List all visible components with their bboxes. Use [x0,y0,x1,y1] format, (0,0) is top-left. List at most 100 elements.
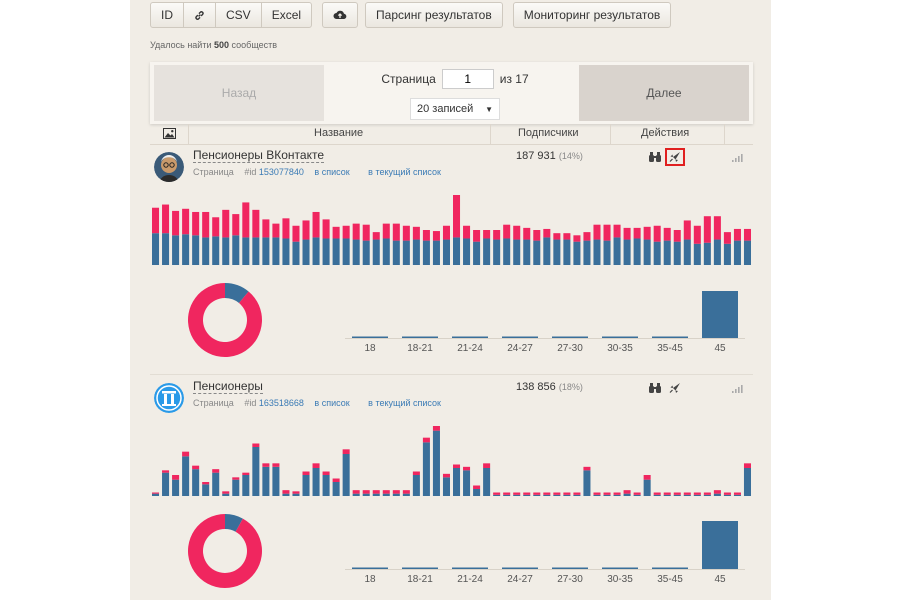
activity-bar-male [603,240,611,265]
activity-bar-male [322,238,330,265]
activity-bar-female [493,492,501,495]
age-bar [602,336,638,338]
activity-bar-male [593,239,601,265]
column-name-header[interactable]: Название [314,127,364,139]
activity-bar-male [503,238,511,265]
activity-bar-male [212,472,220,496]
column-subscribers-header[interactable]: Подписчики [518,127,579,139]
activity-bar-female [603,492,611,495]
page-total: из 17 [499,72,529,86]
age-bar [352,567,388,569]
activity-bar-female [633,492,641,495]
activity-bar-female [182,208,190,235]
per-page-select[interactable]: 20 записей ▼ [410,98,500,120]
activity-bar-male [523,494,531,496]
activity-bar-male [453,237,461,265]
age-tick-label: 30-35 [607,574,633,585]
activity-bar-male [473,241,481,265]
activity-bar-male [282,493,290,496]
next-page-button[interactable]: Далее [579,65,749,121]
age-bar [402,567,438,569]
copy-link-button[interactable] [183,2,216,28]
monitoring-results-button[interactable]: Мониторинг результатов [512,2,672,28]
add-to-current-list-link[interactable]: в текущий список [368,398,441,408]
table-header: Название Подписчики Действия [150,124,753,145]
age-tick-label: 45 [714,343,726,354]
activity-bar-male [442,239,450,265]
activity-bar-female [362,224,370,241]
caret-down-icon: ▼ [485,104,493,114]
activity-bar-male [723,494,731,496]
activity-bar-male [412,239,420,265]
found-prefix: Удалось найти [150,40,212,50]
parsing-results-button[interactable]: Парсинг результатов [365,2,503,28]
group-row: Пенсионеры Страница #id 163518668 в спис… [150,379,753,594]
activity-bar-female [342,449,350,454]
group-id-link[interactable]: 163518668 [258,398,304,408]
cloud-upload-button[interactable] [322,2,359,28]
activity-bar-male [422,442,430,496]
group-title[interactable]: Пенсионеры [193,379,263,394]
rocket-icon[interactable] [668,382,682,394]
group-id-link[interactable]: 153077840 [258,167,304,177]
activity-bar-male [172,479,180,496]
activity-bar-female [232,214,240,236]
activity-bar-female [262,219,270,238]
activity-bar-chart [152,195,751,265]
activity-bar-female [322,219,330,239]
activity-bar-male [242,237,250,265]
activity-bar-male [523,239,531,265]
activity-bar-male [503,494,511,496]
activity-bar-female [382,223,390,239]
activity-bar-female [483,463,491,468]
age-bar [702,521,738,569]
activity-bar-female [593,492,601,495]
activity-bar-female [553,233,561,240]
rocket-icon[interactable] [665,148,685,166]
activity-bar-male [713,239,721,265]
export-csv-button[interactable]: CSV [215,2,262,28]
activity-bar-female [162,204,170,234]
prev-page-button[interactable]: Назад [154,65,324,121]
activity-bar-female [272,223,280,238]
group-id-label: #id [244,398,257,408]
age-tick-label: 45 [714,574,726,585]
add-to-current-list-link[interactable]: в текущий список [368,167,441,177]
group-title[interactable]: Пенсионеры ВКонтакте [193,148,324,163]
activity-bar-female [272,463,280,467]
donut-slice-male [225,514,243,532]
found-count-text: Удалось найти 500 сообществ [150,40,277,50]
page-number-input[interactable] [441,69,494,89]
activity-bar-male [292,493,300,496]
activity-bar-female [422,230,430,241]
group-meta: Страница #id 153077840 в список в текущи… [193,167,441,177]
activity-bar-male [493,239,501,265]
group-id-label: #id [244,167,257,177]
activity-bar-male [412,475,420,496]
activity-bar-female [372,490,380,494]
add-to-list-link[interactable]: в список [314,398,350,408]
age-tick-label: 18 [364,343,376,354]
activity-bar-female [362,490,370,494]
activity-bar-female [282,218,290,239]
activity-bar-female [262,463,270,467]
age-tick-label: 24-27 [507,343,533,354]
activity-bar-male [543,494,551,496]
binoculars-icon[interactable] [648,151,662,163]
activity-bar-male [533,240,541,265]
activity-bar-female [683,492,691,495]
signal-icon[interactable] [730,151,744,163]
activity-bar-male [252,237,260,265]
export-excel-button[interactable]: Excel [260,2,313,28]
activity-bar-male [262,237,270,265]
group-type: Страница [193,167,234,177]
activity-bar-female [312,463,320,468]
export-id-button[interactable]: ID [150,2,184,28]
binoculars-icon[interactable] [648,382,662,394]
activity-bar-male [633,494,641,496]
activity-bar-male [232,235,240,265]
activity-bar-female [252,443,260,447]
signal-icon[interactable] [730,382,744,394]
activity-bar-male [583,470,591,496]
add-to-list-link[interactable]: в список [314,167,350,177]
